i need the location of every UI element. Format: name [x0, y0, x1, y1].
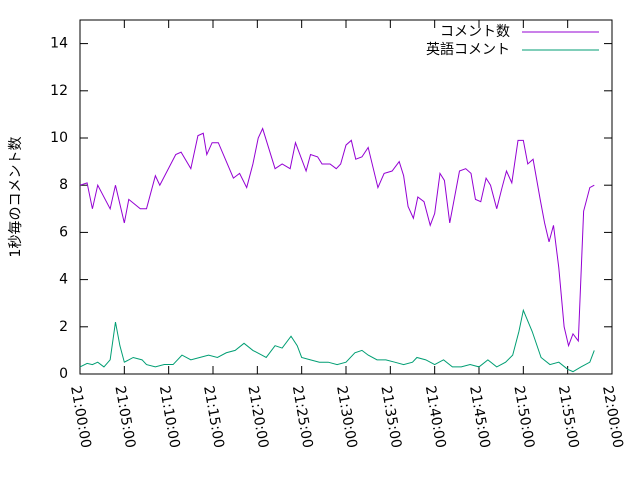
y-tick-label: 8 — [59, 177, 68, 193]
y-tick-label: 14 — [50, 36, 68, 52]
y-tick-label: 6 — [59, 224, 68, 240]
y-axis-label: 1秒毎のコメント数 — [8, 137, 24, 258]
series-line — [79, 127, 595, 348]
y-tick-label: 0 — [59, 366, 68, 382]
y-tick-label: 4 — [59, 272, 68, 288]
legend-label: コメント数 — [440, 24, 510, 40]
y-tick-label: 10 — [50, 130, 68, 146]
y-tick-label: 2 — [59, 319, 68, 335]
y-tick-label: 12 — [50, 83, 68, 99]
legend-label: 英語コメント — [426, 41, 510, 58]
series-line — [79, 308, 595, 373]
